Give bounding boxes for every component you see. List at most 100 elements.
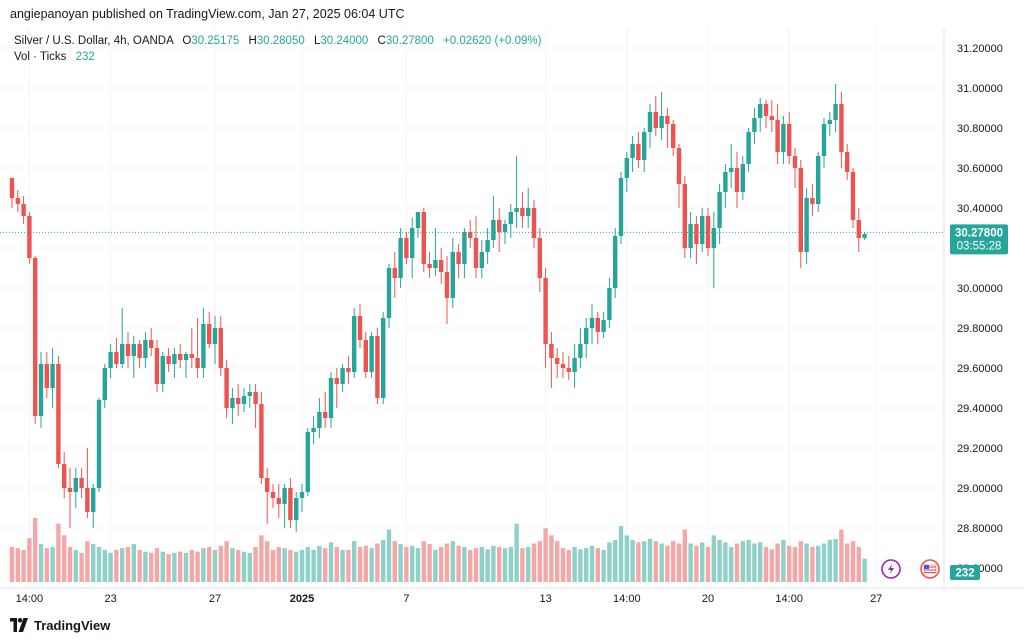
candle-body bbox=[775, 120, 780, 152]
volume-bar bbox=[508, 547, 513, 582]
y-tick-label: 29.20000 bbox=[957, 443, 1003, 455]
volume-bar bbox=[183, 552, 189, 582]
candle bbox=[404, 232, 409, 264]
volume-bar bbox=[514, 523, 519, 582]
candle bbox=[427, 252, 432, 278]
candle bbox=[44, 352, 49, 398]
candle-body bbox=[207, 324, 212, 344]
volume-bar bbox=[827, 540, 832, 582]
candle bbox=[491, 196, 496, 248]
tradingview-logo-icon[interactable] bbox=[9, 618, 29, 632]
candle bbox=[369, 332, 374, 378]
volume-bar bbox=[543, 528, 548, 582]
volume-bar bbox=[340, 549, 345, 582]
volume-bar bbox=[259, 535, 264, 582]
candle-body bbox=[137, 344, 142, 358]
candle bbox=[816, 152, 821, 212]
volume-bar bbox=[566, 549, 571, 582]
volume-bar bbox=[531, 543, 537, 582]
candle-body bbox=[392, 268, 397, 278]
candle bbox=[276, 484, 281, 518]
candle-body bbox=[630, 144, 635, 158]
candle-body bbox=[833, 104, 838, 120]
candle-body bbox=[531, 208, 537, 238]
y-tick-label: 30.60000 bbox=[957, 163, 1003, 175]
x-tick-label: 23 bbox=[104, 593, 116, 605]
candle-body bbox=[386, 268, 392, 318]
candle bbox=[485, 228, 490, 264]
candle-body bbox=[131, 344, 136, 356]
candle-body bbox=[456, 252, 461, 264]
volume-bar bbox=[27, 538, 32, 582]
volume-bar bbox=[410, 545, 415, 582]
candle-body bbox=[792, 156, 798, 168]
candle-body bbox=[178, 354, 183, 360]
candle bbox=[207, 312, 212, 348]
candle-body bbox=[288, 488, 293, 520]
candle-body bbox=[798, 168, 803, 252]
candle bbox=[497, 208, 502, 252]
candle-body bbox=[404, 238, 409, 258]
x-tick-label: 27 bbox=[870, 593, 882, 605]
x-axis[interactable]: 14:00 23 27 2025 7 13 14:00 20 14:00 27 bbox=[16, 593, 883, 605]
candle bbox=[346, 356, 351, 384]
y-axis[interactable]: 31.20000 31.00000 30.80000 30.60000 30.40000… bbox=[957, 43, 1003, 575]
volume-bar bbox=[711, 535, 716, 582]
candle-body bbox=[584, 328, 589, 344]
candle-body bbox=[746, 132, 751, 164]
volume-bar bbox=[804, 543, 809, 582]
candle-body bbox=[381, 318, 386, 398]
candle bbox=[473, 216, 479, 278]
volume-bar bbox=[682, 529, 687, 582]
footer-brand[interactable]: TradingView bbox=[34, 617, 111, 633]
volume-bar bbox=[415, 548, 421, 582]
candle-body bbox=[694, 224, 699, 244]
candle bbox=[294, 492, 299, 532]
candle-body bbox=[659, 116, 664, 128]
us-flag-icon[interactable] bbox=[920, 559, 940, 579]
volume-bars bbox=[9, 517, 867, 582]
candle bbox=[555, 348, 560, 378]
candle-body bbox=[328, 378, 334, 418]
volume-bar bbox=[717, 540, 722, 582]
candle bbox=[340, 364, 345, 392]
candle bbox=[421, 208, 426, 272]
lightning-icon[interactable] bbox=[881, 559, 901, 579]
volume-bar bbox=[363, 545, 368, 582]
candle bbox=[572, 344, 577, 388]
candle-body bbox=[821, 124, 827, 156]
candle-body bbox=[33, 258, 38, 416]
volume-bar bbox=[270, 549, 276, 582]
candle bbox=[433, 228, 438, 276]
candle bbox=[549, 332, 554, 388]
candle bbox=[195, 318, 200, 378]
candle-body bbox=[589, 318, 595, 328]
volume-bar bbox=[607, 542, 612, 582]
volume-bar bbox=[444, 543, 450, 582]
candle bbox=[91, 484, 96, 528]
candle bbox=[659, 92, 664, 140]
candle bbox=[334, 368, 339, 408]
candle bbox=[50, 348, 55, 408]
volume-bar bbox=[247, 552, 252, 582]
candle bbox=[236, 384, 241, 416]
candle-body bbox=[526, 208, 531, 216]
candle bbox=[520, 192, 525, 228]
candle bbox=[734, 152, 740, 208]
candle-body bbox=[317, 412, 322, 428]
volume-bar bbox=[479, 547, 484, 582]
price-tag-value: 30.27800 bbox=[955, 227, 1003, 239]
candle bbox=[386, 264, 392, 328]
candle-body bbox=[183, 354, 189, 360]
candlestick-chart[interactable]: 31.20000 31.00000 30.80000 30.60000 30.40000… bbox=[0, 28, 1024, 608]
candle bbox=[537, 228, 542, 292]
price-tag: 30.27800 03:55:28 bbox=[950, 224, 1008, 255]
candle bbox=[305, 428, 310, 496]
candle bbox=[468, 220, 473, 248]
candle bbox=[723, 164, 728, 208]
candle-body bbox=[653, 112, 658, 128]
candle bbox=[578, 328, 583, 368]
volume-bar bbox=[537, 541, 542, 582]
x-tick-label: 7 bbox=[403, 593, 409, 605]
x-tick-label: 27 bbox=[209, 593, 221, 605]
